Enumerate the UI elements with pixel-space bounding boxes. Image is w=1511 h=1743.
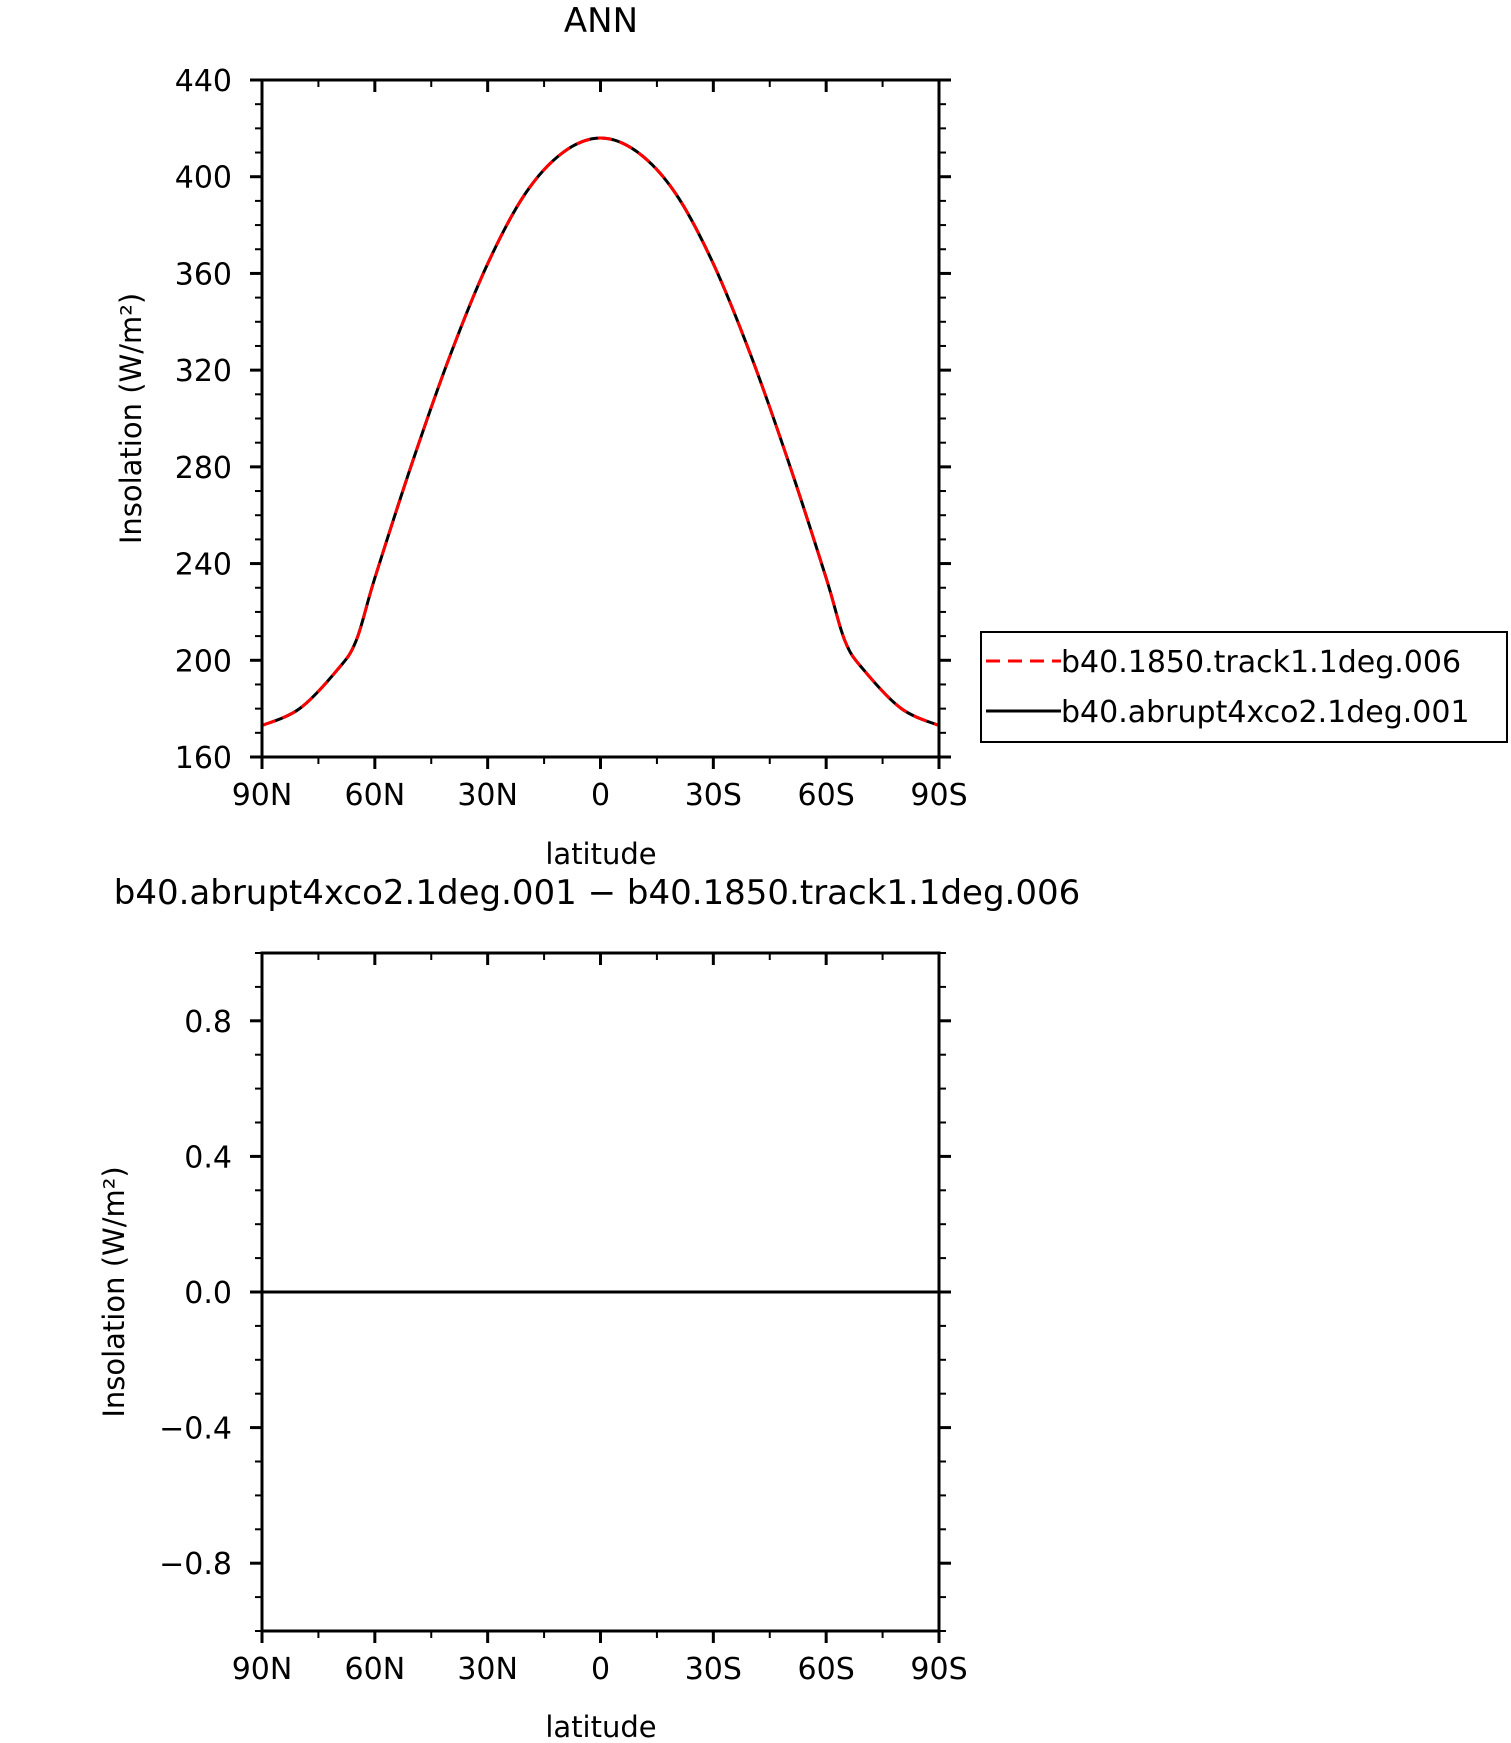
chart-top-series [261, 136, 940, 727]
y-tick-label: 160 [175, 741, 232, 776]
chart-bottom-frame [260, 951, 941, 1633]
series-line-1 [261, 136, 940, 727]
chart-bottom-title: b40.abrupt4xco2.1deg.001 − b40.1850.trac… [114, 873, 1081, 913]
legend-box [980, 631, 1508, 743]
x-tick-label: 60N [345, 778, 406, 813]
y-tick-label: 400 [175, 161, 232, 196]
y-tick-label: 440 [175, 64, 232, 99]
y-tick-label: 0.8 [184, 1005, 232, 1040]
x-tick-label: 60N [345, 1652, 406, 1687]
y-tick-label: 360 [175, 257, 232, 292]
chart-top-ylabel: Insolation (W/m²) [114, 293, 148, 544]
legend-label-series-2: b40.abrupt4xco2.1deg.001 [1061, 695, 1470, 730]
chart-bottom-x-tick-labels: 90N 60N 30N 0 30S 60S 90S [232, 1652, 968, 1687]
x-tick-label: 30S [685, 778, 742, 813]
chart-top-x-tick-labels: 90N 60N 30N 0 30S 60S 90S [232, 778, 968, 813]
chart-bottom-ylabel: Insolation (W/m²) [97, 1166, 131, 1417]
x-tick-label: 60S [798, 778, 855, 813]
x-tick-label: 30N [457, 1652, 518, 1687]
x-tick-label: 30N [457, 778, 518, 813]
chart-top-y-tick-labels: 160 200 240 280 320 360 400 440 [175, 64, 232, 776]
y-tick-label: −0.8 [159, 1547, 232, 1582]
chart-bottom-y-tick-labels: −0.8 −0.4 0.0 0.4 0.8 [159, 1005, 232, 1582]
chart-bottom-xlabel: latitude [545, 1710, 656, 1743]
y-tick-label: 200 [175, 644, 232, 679]
y-tick-label: 320 [175, 354, 232, 389]
x-tick-label: 90N [232, 1652, 293, 1687]
x-tick-label: 90N [232, 778, 293, 813]
x-tick-label: 90S [910, 1652, 967, 1687]
x-tick-label: 60S [798, 1652, 855, 1687]
y-tick-label: −0.4 [159, 1412, 232, 1447]
x-tick-label: 30S [685, 1652, 742, 1687]
y-tick-label: 0.4 [184, 1140, 232, 1175]
chart-top-ticks [250, 78, 951, 769]
chart-bottom-ticks [250, 952, 951, 1643]
y-tick-label: 280 [175, 451, 232, 486]
y-tick-label: 240 [175, 548, 232, 583]
legend: b40.1850.track1.1deg.006 b40.abrupt4xco2… [980, 631, 1508, 743]
x-tick-label: 0 [591, 1652, 610, 1687]
chart-top-panel: ANN 160 200 240 280 320 360 400 440 90N 60N 30N 0 3… [114, 1, 968, 871]
series-line-2 [261, 136, 940, 727]
legend-label-series-1: b40.1850.track1.1deg.006 [1061, 645, 1461, 680]
chart-top-frame [260, 78, 941, 759]
x-tick-label: 0 [591, 778, 610, 813]
chart-top-title: ANN [564, 1, 638, 41]
chart-bottom-panel: b40.abrupt4xco2.1deg.001 − b40.1850.trac… [97, 873, 1080, 1743]
y-tick-label: 0.0 [184, 1276, 232, 1311]
chart-top-xlabel: latitude [545, 837, 656, 871]
x-tick-label: 90S [910, 778, 967, 813]
